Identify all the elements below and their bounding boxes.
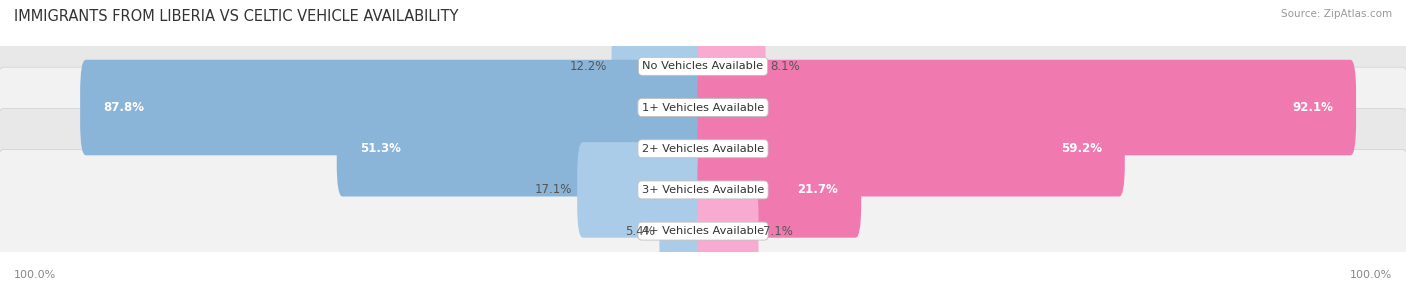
FancyBboxPatch shape — [659, 183, 709, 279]
Text: 100.0%: 100.0% — [14, 270, 56, 280]
Text: 87.8%: 87.8% — [104, 101, 145, 114]
Text: 51.3%: 51.3% — [360, 142, 401, 155]
Text: 17.1%: 17.1% — [534, 183, 572, 196]
FancyBboxPatch shape — [612, 19, 709, 114]
Text: 4+ Vehicles Available: 4+ Vehicles Available — [643, 226, 763, 236]
Text: 21.7%: 21.7% — [797, 183, 838, 196]
Text: No Vehicles Available: No Vehicles Available — [643, 61, 763, 71]
FancyBboxPatch shape — [697, 101, 1125, 196]
FancyBboxPatch shape — [0, 26, 1406, 189]
Text: 7.1%: 7.1% — [763, 225, 793, 238]
Text: 3+ Vehicles Available: 3+ Vehicles Available — [643, 185, 763, 195]
Text: 8.1%: 8.1% — [770, 60, 800, 73]
Text: 2+ Vehicles Available: 2+ Vehicles Available — [643, 144, 763, 154]
Text: 5.4%: 5.4% — [624, 225, 654, 238]
Text: 59.2%: 59.2% — [1060, 142, 1102, 155]
FancyBboxPatch shape — [697, 142, 860, 238]
FancyBboxPatch shape — [578, 142, 709, 238]
FancyBboxPatch shape — [697, 60, 1355, 155]
Text: 92.1%: 92.1% — [1292, 101, 1333, 114]
Text: 12.2%: 12.2% — [569, 60, 607, 73]
Legend: Immigrants from Liberia, Celtic: Immigrants from Liberia, Celtic — [583, 281, 823, 286]
FancyBboxPatch shape — [697, 183, 759, 279]
Text: IMMIGRANTS FROM LIBERIA VS CELTIC VEHICLE AVAILABILITY: IMMIGRANTS FROM LIBERIA VS CELTIC VEHICL… — [14, 9, 458, 23]
FancyBboxPatch shape — [0, 150, 1406, 286]
Text: 1+ Vehicles Available: 1+ Vehicles Available — [643, 103, 763, 112]
FancyBboxPatch shape — [337, 101, 709, 196]
FancyBboxPatch shape — [0, 67, 1406, 230]
FancyBboxPatch shape — [0, 0, 1406, 148]
FancyBboxPatch shape — [80, 60, 709, 155]
FancyBboxPatch shape — [0, 108, 1406, 271]
FancyBboxPatch shape — [697, 19, 766, 114]
Text: Source: ZipAtlas.com: Source: ZipAtlas.com — [1281, 9, 1392, 19]
Text: 100.0%: 100.0% — [1350, 270, 1392, 280]
